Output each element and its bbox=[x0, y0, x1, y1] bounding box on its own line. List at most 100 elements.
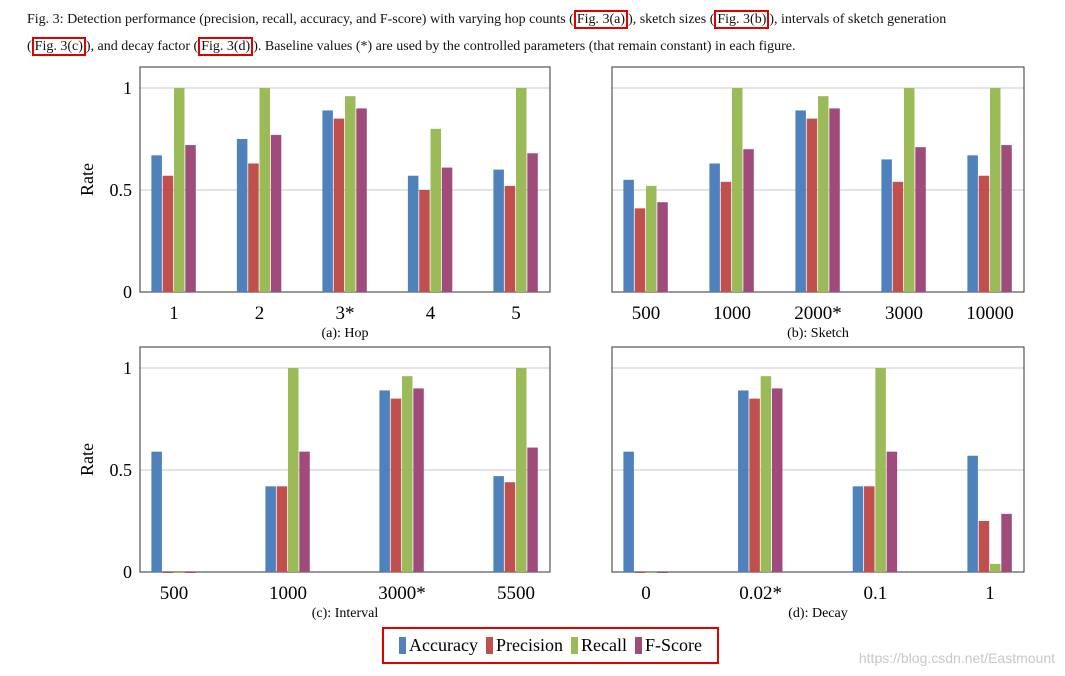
bar-recall bbox=[646, 185, 657, 292]
x-tick-label: 4 bbox=[426, 303, 436, 324]
x-tick-label: 2000* bbox=[794, 303, 842, 324]
plot-frame bbox=[611, 346, 1025, 573]
y-tick-label: 0.5 bbox=[110, 460, 133, 480]
bar-accuracy bbox=[493, 169, 504, 292]
subplot-title: (d): Decay bbox=[788, 606, 847, 621]
legend-swatch bbox=[634, 637, 642, 654]
bar-fscore bbox=[1001, 145, 1012, 292]
bar-recall bbox=[516, 88, 527, 292]
legend-label: F-Score bbox=[644, 635, 702, 655]
watermark: https://blog.csdn.net/Eastmount bbox=[858, 650, 1055, 666]
figure-caption: Fig. 3: Detection performance (precision… bbox=[27, 10, 1065, 56]
bar-accuracy bbox=[407, 175, 419, 292]
bar-precision bbox=[162, 175, 174, 292]
bar-recall bbox=[818, 96, 829, 292]
legend-item-precision: Precision bbox=[485, 635, 563, 656]
bar-accuracy bbox=[379, 390, 390, 572]
bar-precision bbox=[504, 482, 516, 572]
bar-precision bbox=[749, 398, 760, 572]
x-tick-label: 500 bbox=[160, 583, 189, 604]
subplot-title: (b): Sketch bbox=[787, 326, 849, 341]
caption-text: ( bbox=[27, 39, 32, 54]
bar-precision bbox=[390, 398, 402, 572]
bar-accuracy bbox=[709, 163, 720, 292]
subplot-title: (c): Interval bbox=[312, 606, 379, 621]
bar-precision bbox=[504, 185, 516, 292]
y-tick-label: 0.5 bbox=[110, 180, 133, 200]
caption-text: Fig. 3: Detection performance (precision… bbox=[27, 12, 574, 27]
legend-swatch bbox=[570, 637, 578, 654]
bar-accuracy bbox=[322, 110, 333, 292]
bar-accuracy bbox=[738, 390, 749, 572]
bar-recall bbox=[875, 368, 886, 572]
bar-recall bbox=[990, 88, 1001, 292]
y-axis-label: Rate bbox=[77, 163, 97, 196]
x-tick-label: 1 bbox=[169, 303, 179, 324]
bar-recall bbox=[760, 376, 772, 572]
bar-recall bbox=[646, 572, 657, 573]
caption-text: ). Baseline values (*) are used by the c… bbox=[253, 39, 796, 54]
bar-precision bbox=[248, 163, 259, 292]
bar-recall bbox=[402, 376, 413, 572]
bar-recall bbox=[430, 128, 441, 292]
bar-accuracy bbox=[852, 486, 864, 572]
legend-item-fscore: F-Score bbox=[634, 635, 702, 656]
bar-recall bbox=[259, 88, 270, 292]
bar-accuracy bbox=[265, 486, 276, 572]
x-tick-label: 3000* bbox=[378, 583, 426, 604]
bar-recall bbox=[732, 88, 743, 292]
bar-accuracy bbox=[151, 155, 162, 292]
plot-frame bbox=[139, 346, 551, 573]
bar-fscore bbox=[527, 447, 538, 572]
bar-fscore bbox=[886, 451, 898, 572]
bar-precision bbox=[419, 190, 430, 292]
legend-label: Precision bbox=[495, 635, 563, 655]
bar-recall bbox=[516, 368, 527, 572]
bar-fscore bbox=[270, 134, 282, 292]
legend: Accuracy Precision Recall F-Score bbox=[382, 627, 719, 664]
bar-recall bbox=[288, 368, 299, 572]
bar-fscore bbox=[915, 147, 926, 292]
bar-precision bbox=[720, 181, 732, 292]
caption-text: ), and decay factor ( bbox=[85, 39, 199, 54]
legend-item-accuracy: Accuracy bbox=[399, 635, 478, 656]
bar-accuracy bbox=[623, 179, 634, 292]
bar-accuracy bbox=[236, 139, 248, 292]
bar-fscore bbox=[743, 149, 754, 292]
x-tick-label: 3* bbox=[336, 303, 355, 324]
figure-ref-a[interactable]: Fig. 3(a) bbox=[573, 10, 629, 29]
bar-precision bbox=[806, 118, 818, 292]
y-tick-label: 0 bbox=[123, 562, 132, 582]
bar-recall bbox=[174, 88, 185, 292]
bar-accuracy bbox=[881, 159, 892, 292]
bar-accuracy bbox=[967, 455, 978, 572]
figure-ref-d[interactable]: Fig. 3(d) bbox=[198, 37, 254, 56]
bar-recall bbox=[904, 88, 915, 292]
bar-accuracy bbox=[623, 451, 634, 572]
bar-precision bbox=[978, 521, 990, 572]
bar-fscore bbox=[185, 572, 196, 573]
x-tick-label: 5500 bbox=[497, 583, 535, 604]
x-tick-label: 10000 bbox=[966, 303, 1014, 324]
x-tick-label: 5 bbox=[511, 303, 521, 324]
bar-fscore bbox=[657, 202, 668, 292]
x-tick-label: 1000 bbox=[269, 583, 307, 604]
bar-accuracy bbox=[967, 155, 978, 292]
figure-ref-b[interactable]: Fig. 3(b) bbox=[714, 10, 770, 29]
bar-recall bbox=[174, 572, 185, 573]
bar-precision bbox=[333, 118, 345, 292]
bar-fscore bbox=[441, 167, 453, 292]
bar-fscore bbox=[657, 572, 668, 573]
bar-accuracy bbox=[151, 451, 162, 572]
x-tick-label: 500 bbox=[632, 303, 661, 324]
bar-precision bbox=[276, 486, 288, 572]
bar-fscore bbox=[829, 108, 840, 293]
bar-precision bbox=[864, 486, 875, 572]
legend-label: Recall bbox=[580, 635, 627, 655]
figure-ref-c[interactable]: Fig. 3(c) bbox=[31, 37, 86, 56]
x-tick-label: 0.02* bbox=[739, 583, 782, 604]
bar-fscore bbox=[299, 451, 310, 572]
caption-text: ), sketch sizes ( bbox=[628, 12, 715, 27]
bar-fscore bbox=[1001, 513, 1012, 572]
